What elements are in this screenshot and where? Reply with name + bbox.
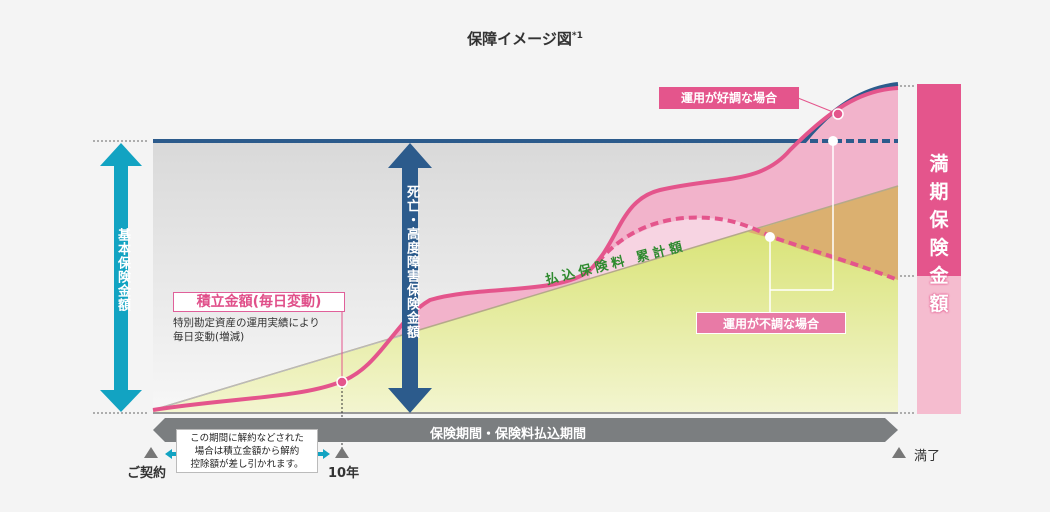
- maturity-bar-lower: [917, 276, 961, 414]
- title-text: 保障イメージ図: [467, 30, 572, 48]
- cancel-arrow-left: [165, 449, 178, 459]
- good-marker: [832, 108, 844, 120]
- contract-triangle: [144, 447, 158, 458]
- diagram-title: 保障イメージ図*1: [0, 28, 1050, 49]
- poor-performance-line: [596, 215, 899, 282]
- period-bar: [153, 418, 898, 442]
- basic-sum-arrow: [100, 143, 142, 412]
- reserve-description: 特別勘定資産の運用実績により 毎日変動(増減): [173, 316, 320, 344]
- good-performance-label: 運用が好調な場合: [659, 87, 799, 109]
- poor-performance-label: 運用が不調な場合: [696, 312, 846, 334]
- maturity-char: 期: [929, 181, 949, 203]
- cancel-note-line3: 控除額が差し引かれます。: [190, 459, 304, 470]
- reserve-amount-box: 積立金額(毎日変動): [173, 292, 345, 312]
- cancel-note-line2: 場合は積立金額から解約: [194, 446, 300, 457]
- cancel-arrow-right: [317, 449, 330, 459]
- title-footnote: *1: [571, 31, 583, 41]
- death-benefit-arrow: [388, 143, 432, 413]
- ten-year-triangle: [335, 447, 349, 458]
- cancellation-note: この期間に解約などされた 場合は積立金額から解約 控除額が差し引かれます。: [176, 429, 318, 473]
- maturity-char: 満: [929, 153, 949, 175]
- ten-year-label: 10年: [328, 466, 360, 481]
- maturity-triangle: [892, 447, 906, 458]
- good-connector: [797, 97, 839, 115]
- contract-label: ご契約: [127, 466, 167, 481]
- maturity-char: 金: [929, 265, 949, 287]
- maturity-amount-label: 満 期 保 険 金 額: [917, 150, 961, 318]
- maturity-amount-bar: [917, 84, 961, 414]
- maturity-char: 額: [929, 293, 949, 315]
- reserve-desc-line1: 特別勘定資産の運用実績により: [173, 317, 320, 329]
- reserve-marker: [336, 376, 348, 388]
- maturity-label: 満了: [914, 449, 941, 464]
- cancel-note-line1: この期間に解約などされた: [190, 433, 304, 444]
- premium-line-early: [152, 335, 401, 411]
- period-bar-label: 保険期間・保険料払込期間: [430, 427, 587, 442]
- reserve-desc-line2: 毎日変動(増減): [173, 331, 245, 343]
- basic-sum-label: 基本保険金額: [115, 228, 130, 312]
- maturity-bar-upper: [917, 84, 961, 276]
- maturity-char: 険: [929, 237, 949, 259]
- maturity-char: 保: [929, 209, 949, 231]
- shortfall-area: [748, 186, 898, 280]
- death-benefit-label: 死亡・高度障害保険金額: [404, 185, 419, 339]
